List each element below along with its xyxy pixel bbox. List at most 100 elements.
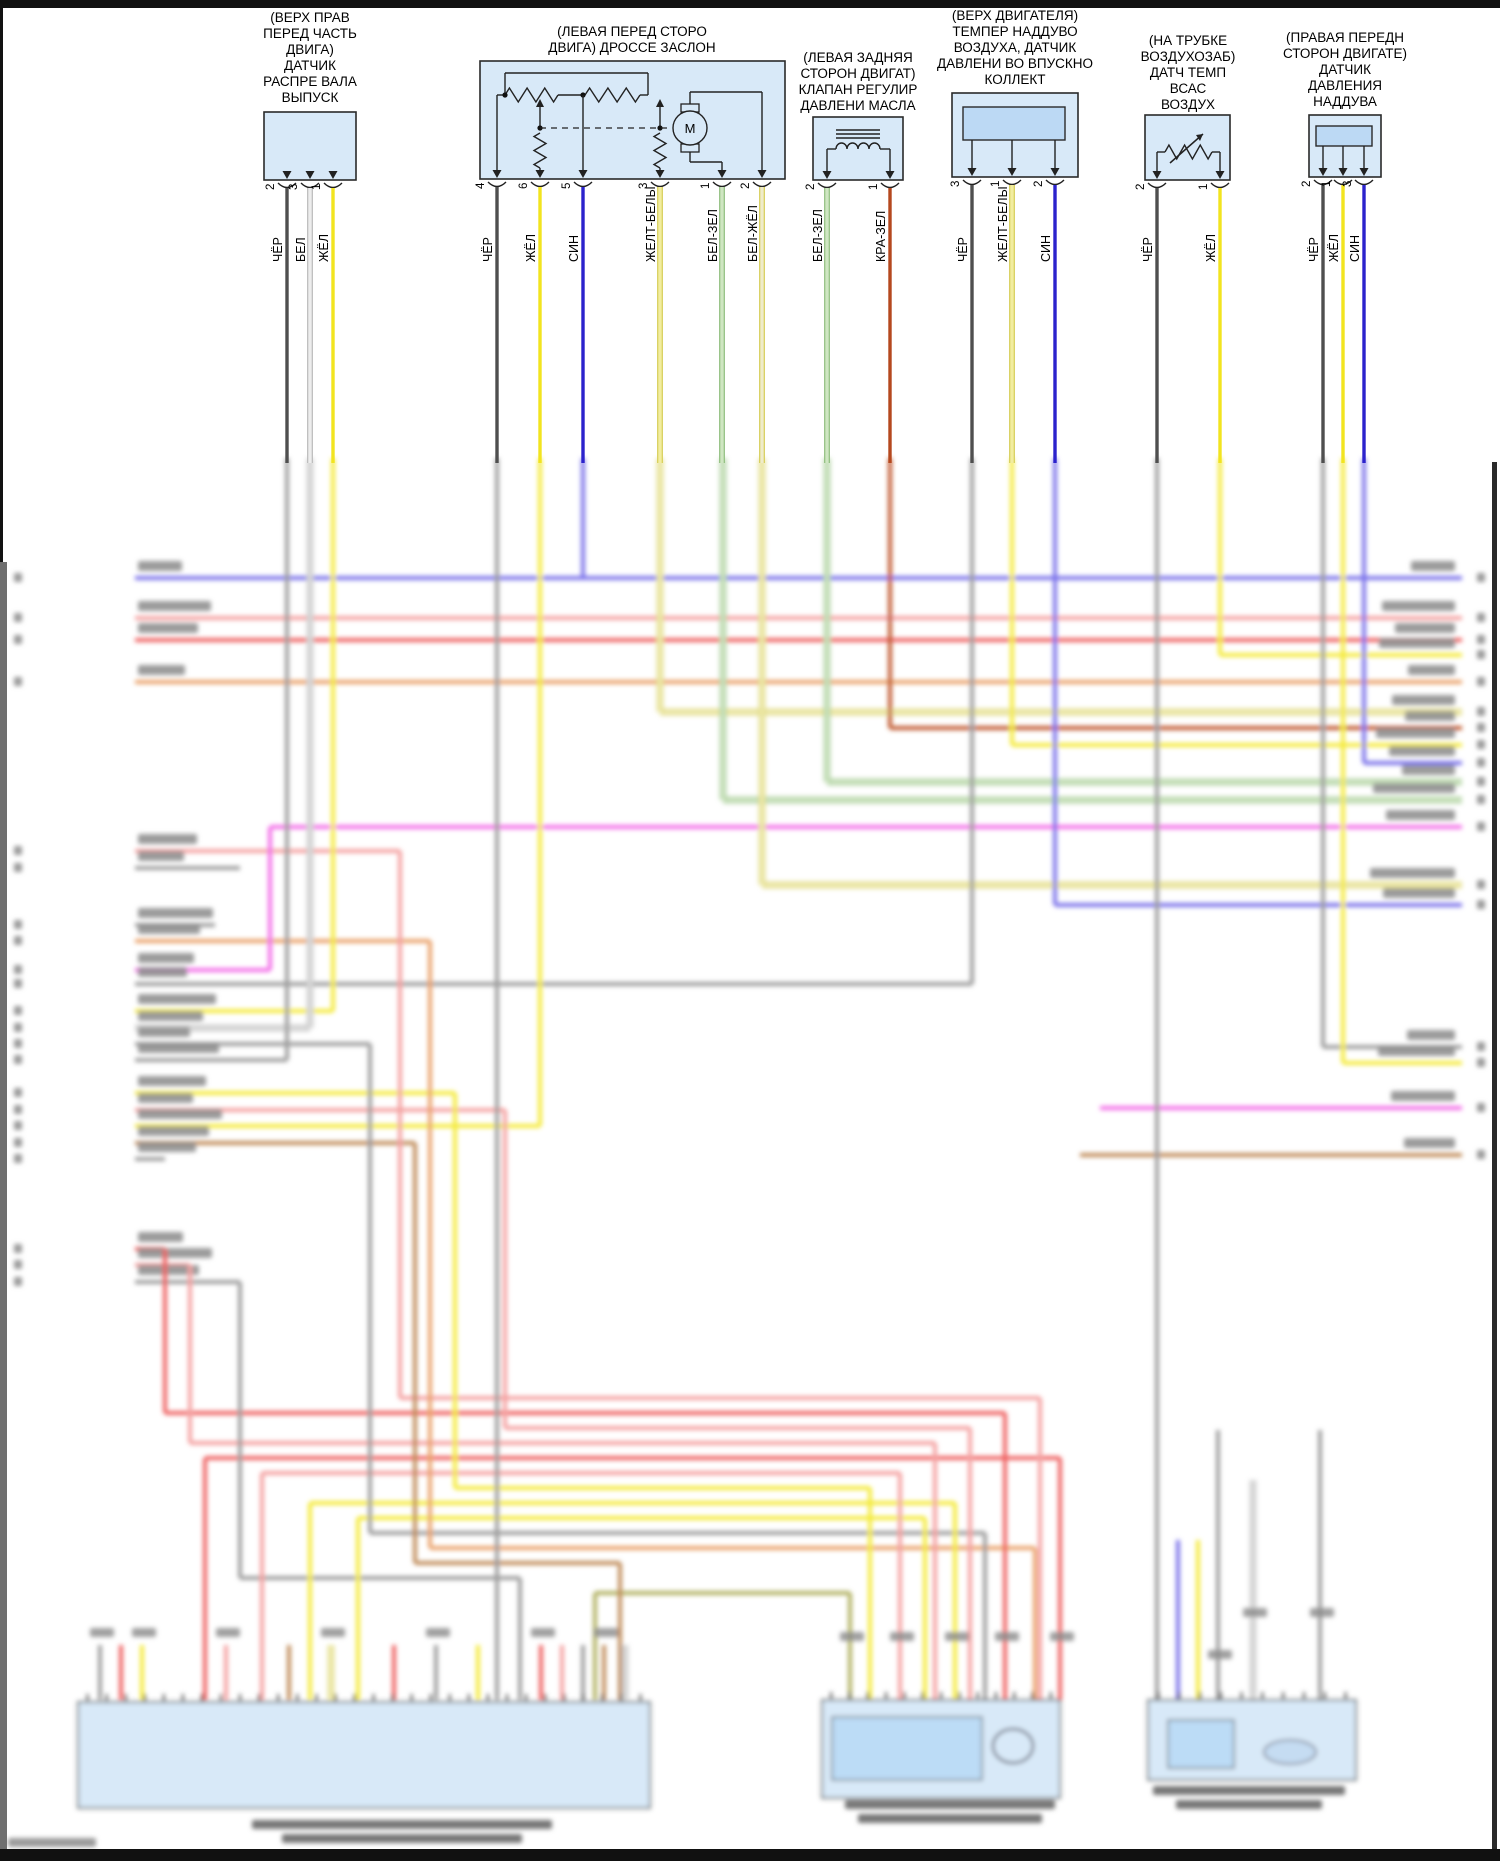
- component-title-line: ПЕРЕД ЧАСТЬ: [263, 26, 357, 41]
- wire-color-label: СИН: [1348, 235, 1362, 262]
- edge-pin-number-blur: [14, 1105, 22, 1114]
- pin-number: 5: [561, 183, 573, 189]
- pin-arrow: [282, 171, 292, 179]
- pin-bracket: [300, 182, 320, 189]
- connector-pin-tick: [903, 1692, 906, 1699]
- pin-number: 1: [1321, 181, 1333, 187]
- wire-label-blur: [1402, 765, 1455, 775]
- stub-label-blur: [531, 1628, 555, 1637]
- wire-color-label: ЧЁР: [1307, 237, 1321, 262]
- pin-arrow: [757, 170, 767, 178]
- ecm-connector-c-grommet: [1263, 1739, 1317, 1765]
- connector-pin-tick: [1219, 1692, 1222, 1699]
- wire-color-label: ЧЁР: [1141, 237, 1155, 262]
- connector-pin-tick: [958, 1692, 961, 1699]
- connector-pin-tick: [639, 1694, 642, 1701]
- connector-pin-tick: [277, 1694, 280, 1701]
- pin-arrow: [305, 171, 315, 179]
- component-title-line: ДАТЧ ТЕМП: [1150, 65, 1226, 80]
- connector-pin-tick: [86, 1694, 89, 1701]
- top-frame-bar: [0, 0, 1500, 8]
- wire-color-label: ЖЁЛ: [1204, 234, 1218, 262]
- wire-label-blur: [138, 1248, 212, 1258]
- connector-pin-tick: [1323, 1692, 1326, 1699]
- edge-pin-number-blur: [14, 846, 22, 855]
- connector-pin-tick: [1157, 1692, 1160, 1699]
- component-title-line: ДАВЛЕНИ МАСЛА: [800, 98, 915, 113]
- wire-label-blur: [138, 601, 211, 611]
- wire-label-blur: [1392, 695, 1455, 705]
- wire-label-blur: [138, 1126, 209, 1136]
- stub-label-blur: [1208, 1650, 1232, 1659]
- camshaft-position-sensor-exhaust-box: [263, 111, 357, 181]
- wire-label-blur: [138, 1076, 206, 1086]
- ecm-connector-a: [77, 1701, 651, 1809]
- stub-label-blur: [321, 1628, 345, 1637]
- pin-bracket: [650, 181, 670, 188]
- wire-color-label: СИН: [567, 235, 581, 262]
- connector-pin-tick: [620, 1694, 623, 1701]
- connector-pin-tick: [105, 1694, 108, 1701]
- component-title-line: ДВИГА): [286, 42, 334, 57]
- component-title-line: ВОЗДУХ: [1161, 97, 1215, 112]
- pin-bracket: [817, 182, 837, 189]
- pin-bracket: [1354, 179, 1374, 186]
- edge-pin-number-blur: [1477, 677, 1485, 686]
- pin-bracket: [277, 182, 297, 189]
- pin-number: 2: [1033, 181, 1045, 187]
- wire-color-label: КРА-ЗЕЛ: [874, 211, 888, 262]
- edge-pin-number-blur: [14, 1121, 22, 1130]
- stub-label-blur: [90, 1628, 114, 1637]
- edge-pin-number-blur: [1477, 1042, 1485, 1051]
- wire-label-blur: [138, 623, 198, 633]
- pin-number: 2: [805, 184, 817, 190]
- component-title-line: ДАВЛЕНИ ВО ВПУСКНО: [937, 56, 1093, 71]
- connector-pin-tick: [467, 1694, 471, 1701]
- stub-label-blur: [216, 1628, 240, 1637]
- wire-label-blur: [1370, 868, 1455, 878]
- wire-label-blur: [1379, 638, 1455, 648]
- boost-pressure-sensor-inner-element: [1315, 125, 1373, 147]
- component-title-line: ВОЗДУХА, ДАТЧИК: [954, 40, 1077, 55]
- ecm-connector-a-caption-blur: [282, 1834, 522, 1843]
- connector-pin-tick: [181, 1694, 185, 1701]
- pin-number: 2: [1301, 181, 1313, 187]
- pin-number: 1: [700, 183, 712, 189]
- wire-label-blur: [138, 1232, 183, 1242]
- stub-label-blur: [426, 1628, 450, 1637]
- stub-label-blur: [1310, 1608, 1334, 1617]
- edge-pin-number-blur: [14, 1154, 22, 1163]
- connector-pin-tick: [582, 1694, 585, 1701]
- junction-dot: [657, 125, 663, 131]
- edge-pin-number-blur: [14, 1138, 22, 1147]
- pin-number: 3: [950, 181, 962, 187]
- pin-number: 4: [475, 182, 487, 189]
- wire-label-blur: [1386, 810, 1455, 820]
- connector-pin-tick: [353, 1694, 356, 1701]
- pin-bracket: [880, 182, 900, 189]
- connector-pin-tick: [1049, 1692, 1053, 1699]
- wire-label-blur: [1383, 888, 1455, 898]
- throttle-body-box: [479, 60, 786, 180]
- potentiometer-2: [584, 86, 641, 104]
- wire-label-blur: [1395, 623, 1455, 633]
- wire-label-blur: [138, 1142, 196, 1152]
- wire-color-label: БЕЛ: [294, 237, 308, 262]
- pin-arrow: [822, 171, 832, 179]
- pin-arrow: [1050, 168, 1060, 176]
- pin-bracket: [530, 181, 550, 188]
- connector-pin-tick: [601, 1694, 604, 1701]
- potentiometer-1: [504, 86, 559, 104]
- pin-arrow: [1152, 171, 1162, 179]
- connector-pin-tick: [334, 1694, 337, 1701]
- wire-label-blur: [1411, 561, 1455, 571]
- blurred-wiring-layer: [8, 458, 1485, 1847]
- connector-pin-tick: [1302, 1692, 1306, 1699]
- wire-color-label: ЖЁЛ: [317, 234, 331, 262]
- wire-label-blur: [1378, 1046, 1455, 1056]
- edge-pin-number-blur: [14, 979, 22, 988]
- left-frame-line: [0, 0, 3, 562]
- wire-label-blur: [138, 1027, 190, 1037]
